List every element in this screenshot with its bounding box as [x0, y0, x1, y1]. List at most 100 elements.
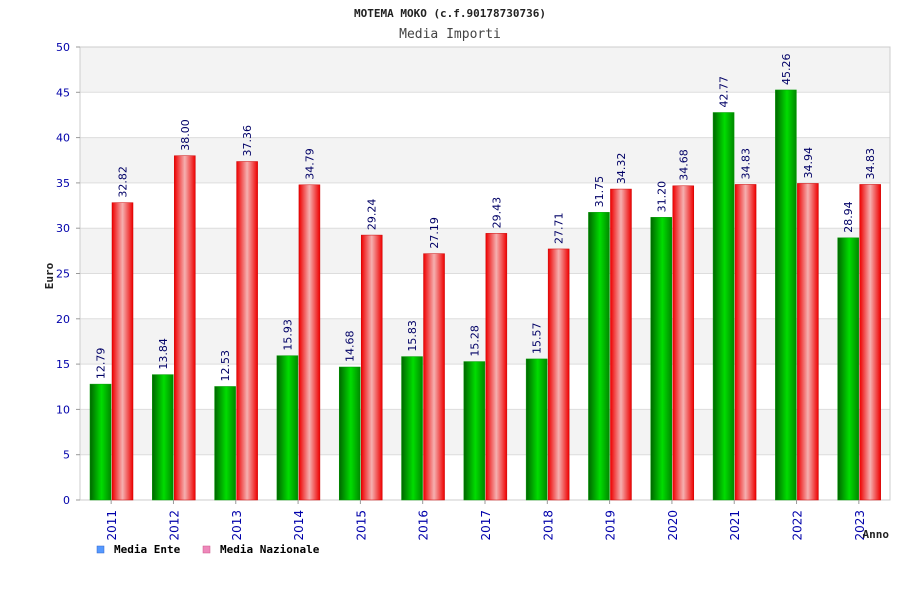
chart-title: MOTEMA MOKO (c.f.90178730736) [354, 7, 546, 20]
bar-media-nazionale [485, 233, 508, 501]
y-tick-label: 10 [56, 403, 70, 416]
legend-label-media-nazionale: Media Nazionale [220, 543, 320, 556]
y-tick-label: 25 [56, 268, 70, 281]
bar-value-label: 34.32 [615, 153, 628, 185]
y-axis: 0 5 10 15 20 25 30 35 40 45 50 [56, 41, 80, 507]
x-tick-label: 2015 [354, 510, 368, 541]
grid-band [80, 228, 890, 274]
legend: Media Ente Media Nazionale [96, 543, 320, 556]
grid-band [80, 137, 890, 183]
bar-value-label: 12.53 [219, 350, 232, 382]
grid-band [80, 47, 890, 93]
bar-value-label: 37.36 [241, 125, 254, 157]
bar-media-nazionale [423, 253, 445, 501]
bar-value-label: 31.20 [655, 181, 668, 213]
x-axis: 2011 2012 2013 2014 2015 2016 2017 2018 2019 2020… [105, 500, 867, 541]
x-tick-label: 2012 [167, 510, 181, 541]
bar-media-nazionale [547, 248, 570, 501]
bar-value-label: 34.68 [677, 149, 690, 181]
x-tick-label: 2018 [541, 510, 555, 541]
grid-band [80, 92, 890, 138]
bar-value-label: 27.71 [553, 212, 566, 244]
bar-media-nazionale [236, 161, 258, 501]
bar-value-labels: 12.79 32.82 13.84 38.00 12.53 37.36 15.93 34.79… [95, 53, 878, 381]
bar-value-label: 14.68 [344, 330, 357, 362]
legend-swatch-media-nazionale [202, 545, 211, 554]
bar-media-nazionale [672, 185, 695, 501]
bar-media-nazionale [797, 183, 819, 501]
bar-media-ente [89, 383, 112, 501]
x-tick-label: 2019 [604, 510, 618, 541]
bar-value-label: 27.19 [428, 217, 441, 249]
bar-media-ente [837, 237, 859, 501]
bar-media-nazionale [174, 155, 196, 501]
bar-value-label: 29.24 [366, 199, 379, 231]
legend-item-media-ente: Media Ente [96, 543, 181, 556]
bar-media-nazionale [298, 184, 321, 501]
grid-band [80, 182, 890, 229]
x-tick-label: 2014 [292, 510, 306, 541]
grid-band [80, 273, 890, 319]
legend-swatch-media-ente [96, 545, 105, 554]
y-tick-label: 45 [56, 86, 70, 99]
bar-media-nazionale [360, 234, 383, 501]
bar-value-label: 45.26 [780, 53, 793, 85]
grid-band [80, 318, 890, 365]
bar-media-ente [650, 217, 673, 501]
x-tick-label: 2020 [666, 510, 680, 541]
bar-media-ente [588, 212, 610, 501]
bar-value-label: 28.94 [842, 201, 855, 233]
y-tick-label: 20 [56, 313, 70, 326]
bar-value-label: 34.83 [864, 148, 877, 180]
y-axis-label: Euro [43, 262, 56, 289]
bar-value-label: 15.57 [531, 322, 544, 354]
bar-value-label: 32.82 [117, 166, 130, 198]
y-tick-label: 50 [56, 41, 70, 54]
y-tick-label: 30 [56, 222, 70, 235]
bar-media-ente [152, 374, 174, 501]
bars [89, 89, 881, 501]
bar-value-label: 38.00 [179, 119, 192, 151]
bar-value-label: 15.28 [468, 325, 481, 357]
y-tick-label: 35 [56, 177, 70, 190]
bar-media-ente [214, 386, 236, 501]
x-tick-label: 2022 [791, 510, 805, 541]
bar-media-nazionale [734, 184, 757, 501]
bar-media-nazionale [111, 202, 134, 501]
x-tick-label: 2013 [230, 510, 244, 541]
bar-value-label: 12.79 [95, 348, 108, 380]
x-tick-label: 2017 [479, 510, 493, 541]
bar-media-ente [712, 112, 735, 501]
bar-value-label: 15.83 [406, 320, 419, 352]
y-tick-label: 15 [56, 358, 70, 371]
bar-media-ente [525, 358, 548, 501]
bar-value-label: 13.84 [157, 338, 170, 370]
x-tick-label: 2011 [105, 510, 119, 541]
bar-media-ente [775, 89, 797, 501]
bar-value-label: 34.94 [802, 147, 815, 179]
y-tick-label: 5 [63, 449, 70, 462]
bar-value-label: 34.79 [303, 148, 316, 180]
x-tick-label: 2023 [853, 510, 867, 541]
bar-value-label: 34.83 [740, 148, 753, 180]
bar-value-label: 29.43 [490, 197, 503, 229]
bar-media-nazionale [859, 184, 881, 501]
y-tick-label: 0 [63, 494, 70, 507]
bar-value-label: 31.75 [593, 176, 606, 208]
bar-media-ente [463, 361, 486, 501]
chart-subtitle: Media Importi [399, 27, 501, 42]
legend-item-media-nazionale: Media Nazionale [202, 543, 320, 556]
x-axis-label: Anno [863, 528, 890, 541]
x-tick-label: 2016 [417, 510, 431, 541]
bar-value-label: 15.93 [281, 319, 294, 351]
bar-media-ente [276, 355, 299, 501]
bar-media-ente [338, 366, 361, 501]
bar-media-nazionale [610, 188, 632, 501]
x-tick-label: 2021 [728, 510, 742, 541]
bar-value-label: 42.77 [718, 76, 731, 108]
bar-media-ente [401, 356, 423, 501]
y-tick-label: 40 [56, 132, 70, 145]
legend-label-media-ente: Media Ente [114, 543, 181, 556]
